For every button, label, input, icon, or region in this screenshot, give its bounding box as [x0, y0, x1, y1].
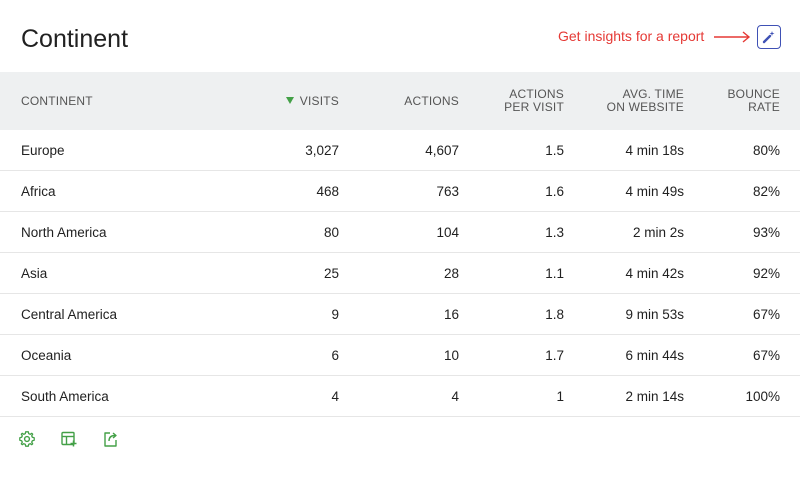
continent-table: CONTINENT VISITS ACTIONS ACTIONS PER VIS… [0, 72, 800, 417]
cell-actions: 763 [339, 170, 459, 212]
column-header-visits-label: VISITS [299, 93, 339, 108]
cell-continent[interactable]: Central America [0, 293, 260, 335]
table-row[interactable]: South America 4 4 1 2 min 14s 100% [0, 375, 800, 417]
column-header-avg-time[interactable]: AVG. TIME ON WEBSITE [564, 72, 684, 130]
cell-continent[interactable]: Oceania [0, 334, 260, 376]
cell-avg-time: 2 min 2s [564, 211, 684, 253]
table-row[interactable]: Africa 468 763 1.6 4 min 49s 82% [0, 170, 800, 212]
report-footer [18, 430, 120, 450]
column-header-bounce-rate-label: BOUNCE RATE [727, 87, 780, 114]
cell-bounce-rate: 92% [684, 252, 800, 294]
cell-actions-per-visit: 1.1 [459, 252, 564, 294]
cell-avg-time: 4 min 18s [564, 130, 684, 171]
cell-actions-per-visit: 1.3 [459, 211, 564, 253]
cell-actions: 4,607 [339, 130, 459, 171]
cell-actions: 16 [339, 293, 459, 335]
column-header-avg-time-label: AVG. TIME ON WEBSITE [606, 87, 684, 114]
cell-avg-time: 2 min 14s [564, 375, 684, 417]
table-row[interactable]: North America 80 104 1.3 2 min 2s 93% [0, 211, 800, 253]
table-row[interactable]: Central America 9 16 1.8 9 min 53s 67% [0, 293, 800, 335]
cell-actions-per-visit: 1.5 [459, 130, 564, 171]
report-header: Continent Get insights for a report [0, 0, 800, 72]
cell-bounce-rate: 80% [684, 130, 800, 171]
cell-continent[interactable]: North America [0, 211, 260, 253]
insights-button[interactable] [757, 25, 781, 49]
cell-visits: 25 [260, 252, 339, 294]
cell-avg-time: 9 min 53s [564, 293, 684, 335]
arrow-right-icon [714, 31, 751, 43]
cell-actions-per-visit: 1.6 [459, 170, 564, 212]
cell-bounce-rate: 67% [684, 293, 800, 335]
cell-actions-per-visit: 1.8 [459, 293, 564, 335]
cell-visits: 9 [260, 293, 339, 335]
column-header-actions-per-visit-label: ACTIONS PER VISIT [504, 87, 564, 114]
cell-continent[interactable]: South America [0, 375, 260, 417]
magic-wand-icon [762, 31, 775, 44]
cell-actions: 104 [339, 211, 459, 253]
cell-actions-per-visit: 1.7 [459, 334, 564, 376]
insight-note: Get insights for a report [558, 28, 705, 44]
gear-icon[interactable] [18, 430, 36, 448]
cell-bounce-rate: 82% [684, 170, 800, 212]
cell-actions: 4 [339, 375, 459, 417]
cell-avg-time: 4 min 42s [564, 252, 684, 294]
sort-desc-icon [285, 96, 294, 104]
cell-actions: 28 [339, 252, 459, 294]
table-row[interactable]: Europe 3,027 4,607 1.5 4 min 18s 80% [0, 130, 800, 171]
cell-continent[interactable]: Africa [0, 170, 260, 212]
cell-visits: 3,027 [260, 130, 339, 171]
column-header-actions[interactable]: ACTIONS [404, 93, 459, 108]
column-header-actions-per-visit[interactable]: ACTIONS PER VISIT [459, 72, 564, 130]
cell-bounce-rate: 100% [684, 375, 800, 417]
cell-bounce-rate: 93% [684, 211, 800, 253]
cell-visits: 80 [260, 211, 339, 253]
table-add-icon[interactable] [60, 430, 78, 448]
cell-avg-time: 6 min 44s [564, 334, 684, 376]
column-header-bounce-rate[interactable]: BOUNCE RATE [684, 72, 800, 130]
column-header-visits[interactable]: VISITS [260, 72, 339, 130]
cell-avg-time: 4 min 49s [564, 170, 684, 212]
cell-actions: 10 [339, 334, 459, 376]
export-icon[interactable] [102, 430, 120, 448]
cell-visits: 468 [260, 170, 339, 212]
cell-visits: 6 [260, 334, 339, 376]
column-header-continent[interactable]: CONTINENT [21, 93, 93, 108]
cell-visits: 4 [260, 375, 339, 417]
cell-continent[interactable]: Europe [0, 130, 260, 171]
table-row[interactable]: Asia 25 28 1.1 4 min 42s 92% [0, 252, 800, 294]
cell-bounce-rate: 67% [684, 334, 800, 376]
table-header-row: CONTINENT VISITS ACTIONS ACTIONS PER VIS… [0, 72, 800, 130]
cell-continent[interactable]: Asia [0, 252, 260, 294]
table-row[interactable]: Oceania 6 10 1.7 6 min 44s 67% [0, 334, 800, 376]
page-title: Continent [21, 25, 129, 53]
cell-actions-per-visit: 1 [459, 375, 564, 417]
